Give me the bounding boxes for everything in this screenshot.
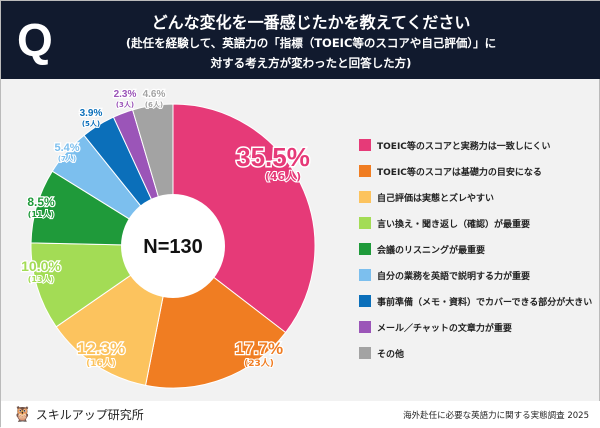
value-label: 2.3% xyxy=(114,89,137,100)
count-label: (16人) xyxy=(86,357,116,369)
legend-label: その他 xyxy=(377,349,405,360)
count-label: (6人) xyxy=(145,100,163,109)
count-label: (13人) xyxy=(28,274,54,284)
q-mark: Q xyxy=(17,14,53,66)
legend-item: その他 xyxy=(359,340,592,366)
count-label: (7人) xyxy=(58,154,76,163)
legend-item: 会議のリスニングが最重要 xyxy=(359,236,592,262)
brand-name: スキルアップ研究所 xyxy=(35,407,144,422)
legend-swatch xyxy=(359,347,371,359)
value-label: 5.4% xyxy=(54,142,79,154)
count-label: (23人) xyxy=(244,357,274,369)
legend-item: TOEIC等のスコアと実務力は一致しにくい xyxy=(359,132,592,158)
legend: TOEIC等のスコアと実務力は一致しにくい TOEIC等のスコアは基礎力の目安にな… xyxy=(359,132,592,366)
pie-slice xyxy=(172,103,316,334)
legend-swatch xyxy=(359,217,371,229)
legend-item: 自己評価は実態とズレやすい xyxy=(359,184,592,210)
subtitle-line-1: (赴任を経験して、英語力の「指標（TOEIC等のスコアや自己評価）」に xyxy=(125,36,497,50)
subtitle-line-2: 対する考え方が変わったと回答した方) xyxy=(210,56,412,70)
count-label: (5人) xyxy=(82,119,100,128)
count-label: (11人) xyxy=(28,209,54,219)
value-label: 10.0% xyxy=(21,258,61,274)
legend-swatch xyxy=(359,295,371,307)
legend-swatch xyxy=(359,165,371,177)
legend-label: TOEIC等のスコアは基礎力の目安になる xyxy=(377,167,542,178)
legend-label: 言い換え・聞き返し（確認）が最重要 xyxy=(377,219,531,230)
legend-label: 事前準備（メモ・資料）でカバーできる部分が大きい xyxy=(377,297,593,308)
legend-item: TOEIC等のスコアは基礎力の目安になる xyxy=(359,158,592,184)
value-label: 4.6% xyxy=(143,89,166,100)
legend-item: 事前準備（メモ・資料）でカバーできる部分が大きい xyxy=(359,288,592,314)
value-label: 8.5% xyxy=(27,195,55,209)
chart-title: どんな変化を一番感じたかを教えてください xyxy=(151,13,471,32)
legend-label: メール／チャットの文章力が重要 xyxy=(377,323,512,334)
value-label: 17.7% xyxy=(235,339,283,358)
legend-label: TOEIC等のスコアと実務力は一致しにくい xyxy=(377,141,551,152)
donut-hole xyxy=(121,194,225,298)
legend-label: 自己評価は実態とズレやすい xyxy=(377,193,495,204)
count-label: (3人) xyxy=(116,100,134,109)
owl-graduate-icon: 🦉 xyxy=(13,405,32,423)
legend-swatch xyxy=(359,191,371,203)
source-note: 海外赴任に必要な英語力に関する実態調査 2025 xyxy=(403,411,589,421)
value-label: 3.9% xyxy=(80,108,103,119)
legend-swatch xyxy=(359,269,371,281)
header: Q どんな変化を一番感じたかを教えてください (赴任を経験して、英語力の「指標（… xyxy=(1,1,600,79)
value-label: 12.3% xyxy=(77,339,125,358)
legend-label: 会議のリスニングが最重要 xyxy=(377,245,486,256)
legend-item: メール／チャットの文章力が重要 xyxy=(359,314,592,340)
legend-item: 自分の業務を英語で説明する力が重要 xyxy=(359,262,592,288)
legend-swatch xyxy=(359,139,371,151)
count-label: (46人) xyxy=(265,169,301,183)
center-label: N=130 xyxy=(143,236,203,258)
chart-subtitle: (赴任を経験して、英語力の「指標（TOEIC等のスコアや自己評価）」に 対する考え… xyxy=(81,33,541,73)
legend-swatch xyxy=(359,243,371,255)
value-label: 35.5% xyxy=(236,142,310,172)
legend-label: 自分の業務を英語で説明する力が重要 xyxy=(377,271,531,282)
legend-swatch xyxy=(359,321,371,333)
brand-logo: 🦉 スキルアップ研究所 xyxy=(13,405,144,423)
footer: 🦉 スキルアップ研究所 海外赴任に必要な英語力に関する実態調査 2025 xyxy=(1,401,600,428)
legend-item: 言い換え・聞き返し（確認）が最重要 xyxy=(359,210,592,236)
